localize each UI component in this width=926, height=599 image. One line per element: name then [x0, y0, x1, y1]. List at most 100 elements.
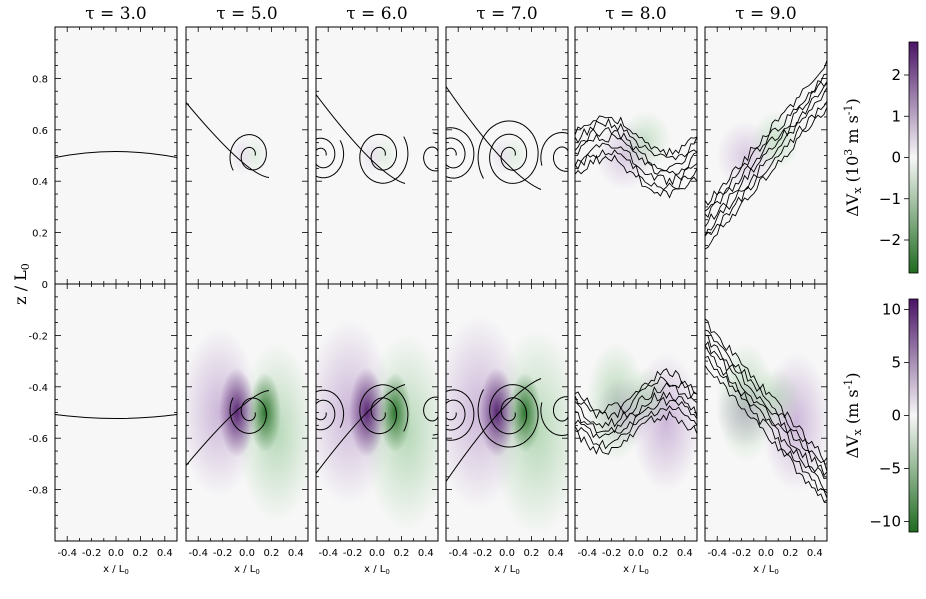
- colorbar-tick-label: 1: [891, 107, 901, 125]
- panel: [574, 26, 698, 285]
- x-axis-label: x / L0: [753, 564, 779, 576]
- panel-title: τ = 6.0: [346, 4, 408, 24]
- heatmap-blob: [751, 110, 801, 171]
- x-axis-label: x / L0: [234, 564, 260, 576]
- contour-line: [316, 384, 406, 474]
- colorbar-label-sub: x: [851, 428, 864, 435]
- contour-line: [316, 94, 406, 184]
- x-tick-label: -0.4: [577, 548, 597, 559]
- x-tick-label: -0.2: [343, 548, 363, 559]
- y-axis: 0 0.2 0.4 0.6 0.8 -0.2 -0.4 -0.6 -0.8 z / L0: [11, 74, 48, 496]
- contour-line: [575, 382, 697, 429]
- contour-line: [423, 396, 438, 436]
- colorbar-tick-label: 10: [882, 301, 901, 319]
- x-axis-label: x / L0: [494, 564, 520, 576]
- x-axes: -0.4 -0.2 0.0 0.2 0.4 x / L0 -0.4 -0.2 0.0 0.2 0.4…: [57, 548, 822, 576]
- colorbar-label-sub: x: [851, 187, 864, 194]
- x-axis-label-sub: 0: [124, 568, 128, 576]
- contour-line: [705, 365, 827, 503]
- heatmap-blob: [249, 372, 281, 453]
- contour-line: [229, 397, 267, 434]
- contour-line: [540, 396, 568, 436]
- contour-line: [575, 127, 697, 172]
- contour-line: [705, 81, 827, 218]
- x-tick-label: -0.4: [188, 548, 208, 559]
- colorbar-units: ): [843, 372, 862, 378]
- contour-line: [477, 384, 539, 448]
- contour-line: [575, 133, 697, 175]
- x-axis-label-sub: 0: [255, 568, 259, 576]
- x-tick-label: -0.2: [213, 548, 233, 559]
- contour-line: [575, 391, 697, 434]
- heatmap-background: [55, 284, 177, 541]
- contour-line: [575, 154, 697, 199]
- panel: [704, 283, 828, 542]
- panel-title: τ = 7.0: [476, 4, 538, 24]
- x-tick-label: -0.4: [57, 548, 77, 559]
- x-tick-label: 0.0: [628, 548, 644, 559]
- x-tick-label: -0.4: [318, 548, 338, 559]
- x-tick-label: -0.4: [707, 548, 727, 559]
- contour-line: [316, 137, 345, 179]
- x-tick-label: 0.4: [418, 548, 434, 559]
- x-tick-label: -0.2: [82, 548, 102, 559]
- panel: [315, 26, 439, 285]
- x-tick-label: -0.2: [732, 548, 752, 559]
- y-tick-label: 0.6: [32, 126, 48, 137]
- x-axis-label-sub: 0: [385, 568, 389, 576]
- panel-titles: τ = 3.0 τ = 5.0 τ = 6.0 τ = 7.0 τ = 8.0 τ = 9…: [85, 4, 797, 24]
- contour-line: [575, 368, 697, 415]
- panel: [185, 283, 309, 542]
- contour-line: [359, 384, 409, 435]
- x-tick-label: 0.4: [288, 548, 304, 559]
- contour-line: [705, 329, 827, 472]
- heatmap-blob: [379, 372, 411, 453]
- panel: [574, 283, 698, 542]
- panel-grid: [54, 26, 828, 542]
- contour-line: [705, 101, 827, 237]
- contour-line: [705, 344, 827, 494]
- contour-line: [316, 389, 345, 431]
- contour-line: [446, 86, 542, 190]
- panel: [445, 26, 569, 285]
- x-tick-label: 0.4: [807, 548, 823, 559]
- panel: [54, 26, 178, 285]
- contour-line: [705, 334, 827, 477]
- x-tick-label: -0.4: [448, 548, 468, 559]
- colorbar-tick-label: −5: [879, 459, 901, 477]
- heatmap-blob: [751, 367, 801, 428]
- colorbar-tick-label: −1: [879, 190, 901, 208]
- x-axis-label-sub: 0: [644, 568, 648, 576]
- x-axis-label-sub: 0: [774, 568, 778, 576]
- contour-line: [575, 115, 697, 157]
- panel: [704, 26, 828, 285]
- colorbar-tick-label: −2: [879, 231, 901, 249]
- x-axis-label: x / L0: [623, 564, 649, 576]
- x-tick-label: 0.0: [369, 548, 385, 559]
- contour-line: [540, 132, 568, 172]
- colorbar-label: ΔVx (103 m s-1): [842, 98, 864, 217]
- y-tick-label: 0.2: [32, 229, 48, 240]
- colorbar-units-exp: -1: [842, 379, 855, 390]
- colorbar-units: ): [843, 98, 862, 104]
- contour-line: [229, 134, 267, 171]
- contour-line: [575, 405, 697, 450]
- x-tick-label: -0.2: [473, 548, 493, 559]
- heatmap-blob: [479, 367, 515, 458]
- colorbar-tick-label: 2: [891, 66, 901, 84]
- panel: [315, 283, 439, 542]
- contour-line: [446, 127, 475, 179]
- heatmap-background: [55, 27, 177, 284]
- colorbar-tick-label: 5: [891, 354, 901, 372]
- x-tick-label: 0.4: [677, 548, 693, 559]
- contour-line: [186, 102, 270, 178]
- contour-line: [575, 117, 697, 161]
- x-tick-label: 0.0: [239, 548, 255, 559]
- y-tick-label: 0.8: [32, 74, 48, 85]
- colorbar-label-symbol: ΔV: [843, 193, 862, 217]
- x-tick-label: -0.2: [602, 548, 622, 559]
- x-tick-label: 0.2: [652, 548, 668, 559]
- colorbar-units-exp: 3: [842, 149, 855, 156]
